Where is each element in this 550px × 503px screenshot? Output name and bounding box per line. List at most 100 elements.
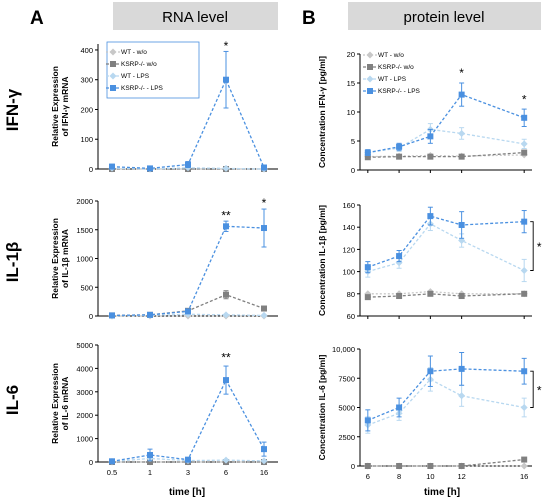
series-line xyxy=(367,215,525,268)
data-point xyxy=(520,404,528,411)
data-point xyxy=(185,456,191,463)
data-point xyxy=(521,456,528,463)
x-tick-label: 10 xyxy=(426,472,434,481)
significance-mark: * xyxy=(459,66,464,80)
data-point xyxy=(260,457,268,465)
plot-a-il-1b: 0 500 1000 1500 2000 Relative Expression of IL… xyxy=(50,196,278,321)
x-tick-label: 8 xyxy=(397,472,401,481)
legend-protein: WT - w/o KSRP-/- w/o WT - LPS KSRP-/- - … xyxy=(378,52,421,95)
y-tick-label: 1000 xyxy=(76,255,93,264)
legend-rna-marker xyxy=(109,48,117,56)
series-1 xyxy=(364,456,528,469)
header-band-b xyxy=(348,2,541,30)
y-axis-label: of IL-6 mRNA xyxy=(60,377,70,431)
data-point xyxy=(458,293,465,300)
y-tick-label: 20 xyxy=(347,50,355,59)
y-tick-label: 80 xyxy=(347,290,355,299)
y-tick-label: 140 xyxy=(342,223,355,232)
data-point xyxy=(260,311,268,319)
row-label-il-6: IL-6 xyxy=(3,385,22,415)
data-point xyxy=(222,311,230,319)
data-point xyxy=(261,446,267,453)
data-point xyxy=(223,377,229,384)
plot-a-il-6: 0 1000 2000 3000 4000 5000 0.5 1 3 6 16 Relative Ex… xyxy=(50,341,278,477)
data-point xyxy=(147,459,153,465)
data-point xyxy=(364,154,371,161)
y-axis-label: Concentration IFN-γ [pg/ml] xyxy=(317,56,327,168)
significance-mark: * xyxy=(522,92,527,106)
legend-protein-item-2: KSRP-/- w/o xyxy=(378,64,414,71)
plot-b-il-1b: 60 80 100 120 140 160 Concentration IL-1β [pg/… xyxy=(317,201,542,321)
y-tick-label: 0 xyxy=(89,312,93,321)
series-2 xyxy=(364,367,528,434)
data-point xyxy=(222,164,230,172)
significance-bracket xyxy=(530,370,534,408)
y-axis-label: Concentration IL-6 [pg/ml] xyxy=(317,354,327,460)
data-point xyxy=(521,368,528,375)
legend-rna-marker xyxy=(110,85,116,91)
legend-protein-marker xyxy=(366,75,374,83)
y-tick-label: 2000 xyxy=(76,197,93,206)
data-point xyxy=(427,290,434,297)
panel-b-letter: B xyxy=(302,8,316,29)
series-3 xyxy=(364,82,528,156)
y-tick-label: 400 xyxy=(80,46,93,55)
data-point xyxy=(364,417,371,424)
y-axis-label: of IL-1β mRNA xyxy=(60,229,70,288)
y-axis-label: Relative Expression xyxy=(50,66,60,147)
x-tick-label: 0.5 xyxy=(107,468,117,477)
y-axis-label: Relative Expression xyxy=(50,363,60,444)
data-point xyxy=(109,163,115,170)
x-tick-label: 6 xyxy=(224,468,228,477)
data-point xyxy=(223,76,229,83)
y-axis-label: Concentration IL-1β [pg/ml] xyxy=(317,205,327,316)
data-point xyxy=(396,143,403,150)
legend-rna-item-4: KSRP-/- - LPS xyxy=(121,85,164,92)
data-point xyxy=(396,153,403,160)
series-3 xyxy=(364,206,528,274)
series-line xyxy=(111,225,265,317)
significance-bracket xyxy=(530,221,534,271)
data-point xyxy=(223,223,229,230)
data-point xyxy=(109,458,115,465)
y-tick-label: 0 xyxy=(89,458,93,467)
data-point xyxy=(185,161,191,168)
y-axis-label: of IFN-γ mRNA xyxy=(60,77,70,137)
x-tick-label: 16 xyxy=(260,468,268,477)
data-point xyxy=(427,368,434,375)
series-0 xyxy=(364,151,528,161)
y-tick-label: 100 xyxy=(342,268,355,277)
y-axis-label: Relative Expression xyxy=(50,218,60,299)
series-line xyxy=(367,378,525,426)
series-1 xyxy=(364,290,528,301)
x-tick-label: 16 xyxy=(520,472,528,481)
legend-rna-item-2: KSRP-/- w/o xyxy=(121,61,157,68)
header-a: RNA level xyxy=(162,9,228,26)
data-point xyxy=(458,153,465,160)
data-point xyxy=(147,311,153,318)
y-tick-label: 60 xyxy=(347,312,355,321)
y-tick-label: 500 xyxy=(80,283,93,292)
y-tick-label: 15 xyxy=(347,79,355,88)
data-point xyxy=(427,153,434,160)
data-point xyxy=(395,259,403,267)
data-point xyxy=(521,218,528,225)
data-point xyxy=(427,213,434,220)
y-tick-label: 200 xyxy=(80,105,93,114)
legend-protein-marker xyxy=(367,88,373,94)
row-label-il-1b: IL-1β xyxy=(3,242,22,283)
data-point xyxy=(458,463,465,469)
x-tick-label: 1 xyxy=(148,468,152,477)
series-3 xyxy=(109,365,267,465)
significance-mark: * xyxy=(224,39,229,53)
data-point xyxy=(521,290,528,297)
plot-a-ifn-g: 0 100 200 300 400 Relative Expression of IFN-γ… xyxy=(50,39,278,174)
data-point xyxy=(520,266,528,274)
header-band-a xyxy=(113,2,278,30)
y-tick-label: 5000 xyxy=(338,404,355,413)
legend-rna-marker xyxy=(110,61,116,67)
data-point xyxy=(520,462,528,470)
series-line xyxy=(367,154,525,158)
legend-rna-item-1: WT - w/o xyxy=(121,49,147,56)
